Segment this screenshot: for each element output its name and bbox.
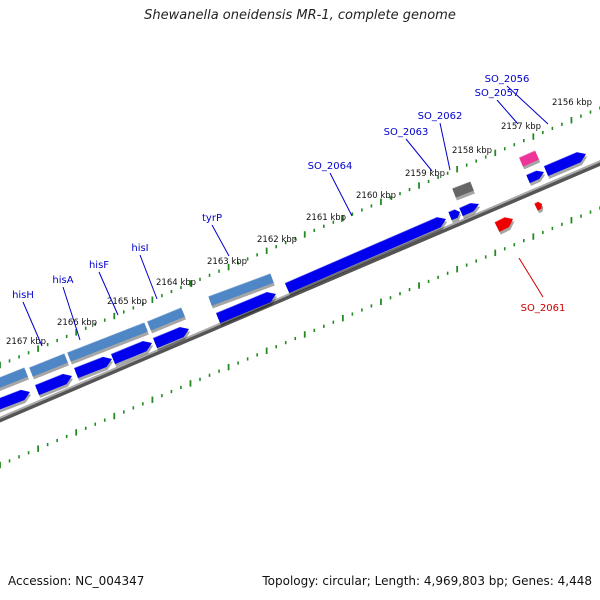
gene-label-leader: [22, 301, 43, 347]
genome-summary: Topology: circular; Length: 4,969,803 bp…: [262, 574, 592, 588]
scale-label: 2161 kbp: [306, 213, 346, 223]
gene-arrow[interactable]: [284, 214, 450, 296]
scale-label: 2156 kbp: [552, 98, 592, 108]
tick-track-inner: [0, 206, 600, 469]
gene-label[interactable]: SO_2062: [418, 111, 463, 122]
gene-label-leader: [62, 286, 81, 341]
gene-arrow[interactable]: [448, 208, 462, 223]
gene-label[interactable]: hisF: [89, 260, 109, 271]
scale-labels: 2156 kbp 2157 kbp 2158 kbp 2159 kbp 2160 kbp…: [6, 98, 592, 347]
gene-block-gray[interactable]: [451, 180, 475, 201]
gene-label[interactable]: hisI: [131, 243, 148, 254]
gene-label[interactable]: SO_2057: [475, 88, 520, 99]
gene-label[interactable]: SO_2061: [521, 303, 566, 314]
scale-label: 2158 kbp: [452, 146, 492, 156]
accession-label: Accession: NC_004347: [8, 574, 145, 588]
gene-label-leader: [496, 99, 519, 125]
gene-arrow[interactable]: [525, 168, 547, 186]
gene-label-leader: [98, 271, 119, 316]
gene-block[interactable]: [208, 272, 275, 309]
scale-label: 2163 kbp: [207, 257, 247, 267]
gene-label-leaders: [22, 85, 549, 347]
scale-label: 2167 kbp: [6, 337, 46, 347]
gene-arrow-red[interactable]: [494, 214, 517, 235]
gene-label-leader: [506, 85, 549, 125]
gene-arrow[interactable]: [152, 324, 192, 351]
scale-label: 2165 kbp: [107, 297, 147, 307]
gene-label[interactable]: hisH: [12, 290, 34, 301]
scale-label: 2162 kbp: [257, 235, 297, 245]
gene-label-leader: [439, 122, 451, 171]
gene-block-pink[interactable]: [518, 149, 541, 170]
gene-arrow[interactable]: [0, 387, 33, 413]
gene-arrow[interactable]: [458, 200, 482, 219]
scale-label: 2160 kbp: [356, 191, 396, 201]
gene-label-leader: [329, 172, 353, 217]
gene-block[interactable]: [146, 306, 187, 334]
gene-label-leader: [518, 257, 544, 298]
scale-label: 2159 kbp: [405, 169, 445, 179]
gene-label[interactable]: hisA: [52, 275, 73, 286]
gene-label[interactable]: SO_2063: [384, 127, 429, 138]
gene-block[interactable]: [28, 352, 69, 380]
gene-label[interactable]: SO_2056: [485, 74, 530, 85]
gene-label-leader: [211, 224, 230, 257]
map-title: Shewanella oneidensis MR-1, complete gen…: [144, 8, 456, 23]
gene-features: [0, 149, 589, 413]
scale-label: 2166 kbp: [57, 318, 97, 328]
gene-arrow[interactable]: [543, 149, 589, 179]
gene-block[interactable]: [0, 366, 29, 392]
gene-label[interactable]: tyrP: [202, 213, 222, 224]
gene-arrow[interactable]: [73, 354, 115, 381]
gene-arrow[interactable]: [215, 289, 279, 326]
gene-label-leader: [139, 254, 158, 300]
gene-labels: SO_2056 SO_2057 SO_2062 SO_2063 SO_2064 tyrP h…: [12, 74, 565, 314]
gene-label-leader: [405, 138, 433, 172]
gene-label[interactable]: SO_2064: [308, 161, 353, 172]
tick-track-outer: [0, 106, 600, 369]
genome-backbone: [0, 160, 600, 423]
gene-arrow[interactable]: [110, 338, 155, 367]
scale-label: 2164 kbp: [156, 278, 196, 288]
scale-label: 2157 kbp: [501, 122, 541, 132]
gene-arrow-red[interactable]: [533, 200, 545, 214]
gene-arrow[interactable]: [34, 371, 75, 398]
gene-block[interactable]: [66, 321, 149, 365]
